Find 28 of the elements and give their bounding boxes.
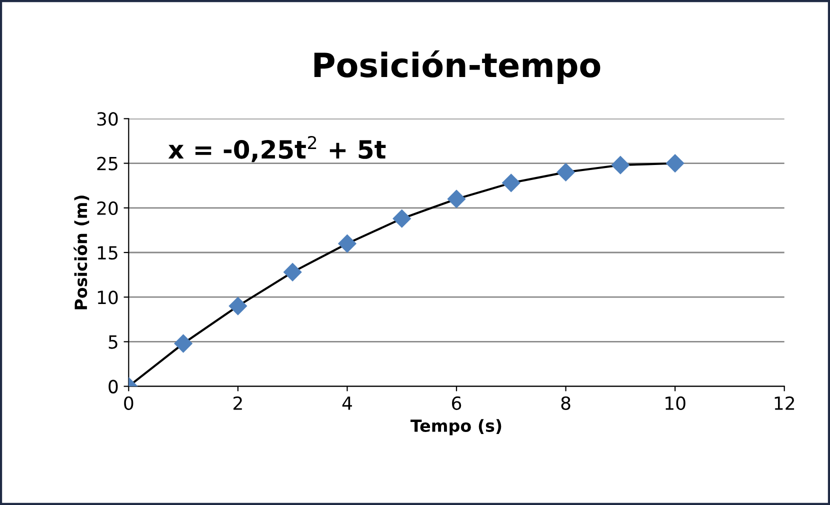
y-tick-label: 0 [108, 380, 118, 394]
point [174, 334, 193, 353]
x-tick-label: 8 [561, 396, 570, 410]
y-tick-label: 25 [97, 156, 118, 170]
point [611, 156, 630, 174]
y-tick-label: 30 [97, 112, 118, 126]
x-axis-title: Tempo (s) [410, 419, 502, 436]
y-axis-title: Posición (m) [74, 196, 90, 310]
point [283, 262, 302, 282]
chart-title: Posición-tempo [314, 50, 600, 84]
x-tick-label: 12 [774, 396, 794, 410]
y-tick-label: 5 [108, 335, 118, 349]
point [666, 154, 684, 173]
y-tick-label: 15 [98, 246, 118, 260]
point [338, 234, 357, 253]
annotation: x = -0,25t$^{2}$ + 5t [168, 136, 386, 162]
point [556, 162, 576, 182]
y-tick-label: 20 [97, 201, 118, 216]
point [447, 190, 466, 208]
x-tick-label: 4 [342, 396, 352, 410]
y-tick-label: 10 [98, 290, 118, 304]
point [502, 174, 520, 192]
x-tick-label: 0 [124, 396, 134, 410]
point [392, 209, 412, 228]
x-tick-label: 2 [234, 396, 242, 410]
x-tick-label: 10 [666, 396, 686, 410]
x-tick-label: 6 [452, 396, 462, 410]
point [228, 296, 248, 316]
